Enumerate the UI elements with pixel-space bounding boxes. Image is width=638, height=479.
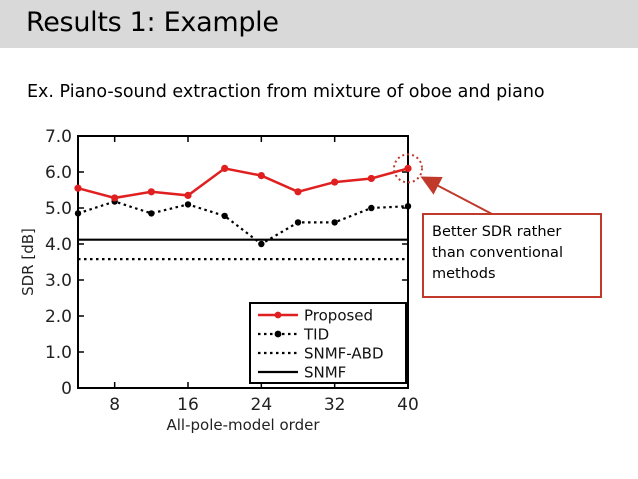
- series-point-tid: [404, 203, 412, 210]
- series-point-proposed: [404, 164, 412, 172]
- series-point-tid: [221, 212, 228, 220]
- y-tick-label: 3.0: [45, 271, 72, 291]
- x-tick-label: 16: [177, 395, 199, 415]
- slide-title: Results 1: Example: [26, 7, 279, 38]
- series-point-tid: [148, 210, 155, 217]
- series-point-proposed: [221, 164, 229, 172]
- y-tick-label: 7.0: [45, 127, 72, 147]
- series-line-tid: [77, 200, 409, 246]
- y-tick-label: 1.0: [45, 343, 72, 363]
- series-point-tid: [294, 219, 302, 226]
- legend-label-tid: TID: [303, 326, 329, 344]
- legend-label-proposed: Proposed: [304, 307, 373, 325]
- series-point-proposed: [184, 191, 192, 199]
- x-tick-label: 40: [397, 395, 419, 415]
- y-tick-label: 2.0: [45, 307, 72, 327]
- x-tick-label: 8: [109, 395, 120, 415]
- plot-frame: [77, 135, 409, 389]
- series-point-proposed: [111, 194, 119, 202]
- series-point-proposed: [367, 174, 375, 183]
- legend-label-snmf-abd: SNMF-ABD: [304, 345, 384, 363]
- series-line-proposed: [77, 167, 409, 200]
- title-bar: Results 1: Example: [0, 0, 638, 48]
- x-axis-label: All-pole-model order: [167, 416, 321, 434]
- y-tick-label: 5.0: [45, 199, 72, 219]
- callout-arrow: [420, 176, 493, 215]
- series-point-proposed: [331, 178, 339, 186]
- callout-line-1: Better SDR rather: [432, 224, 562, 240]
- legend-marker-tid: [274, 330, 282, 338]
- series-point-tid: [258, 240, 265, 248]
- y-axis-label: SDR [dB]: [19, 228, 37, 296]
- y-tick-label: 6.0: [45, 163, 72, 183]
- y-tick-label: 0: [61, 379, 72, 399]
- legend-label-snmf: SNMF: [304, 364, 346, 382]
- y-tick-label: 4.0: [45, 235, 72, 255]
- series-point-proposed: [257, 172, 265, 180]
- slide-subtitle: Ex. Piano-sound extraction from mixture …: [27, 82, 545, 102]
- x-tick-label: 32: [324, 395, 346, 415]
- series-point-proposed: [294, 188, 302, 196]
- series-point-proposed: [147, 188, 155, 196]
- series-point-proposed: [74, 184, 82, 192]
- callout-box: Better SDR rather than conventional meth…: [422, 213, 602, 298]
- series-point-tid: [74, 210, 82, 217]
- series-point-tid: [368, 204, 375, 212]
- callout-line-3: methods: [432, 266, 496, 282]
- callout-line-2: than conventional: [432, 245, 563, 261]
- series-point-tid: [331, 219, 338, 226]
- legend-marker-proposed: [274, 311, 282, 319]
- highlight-circle: [393, 153, 423, 184]
- x-tick-label: 24: [251, 395, 273, 415]
- series-point-tid: [184, 201, 192, 208]
